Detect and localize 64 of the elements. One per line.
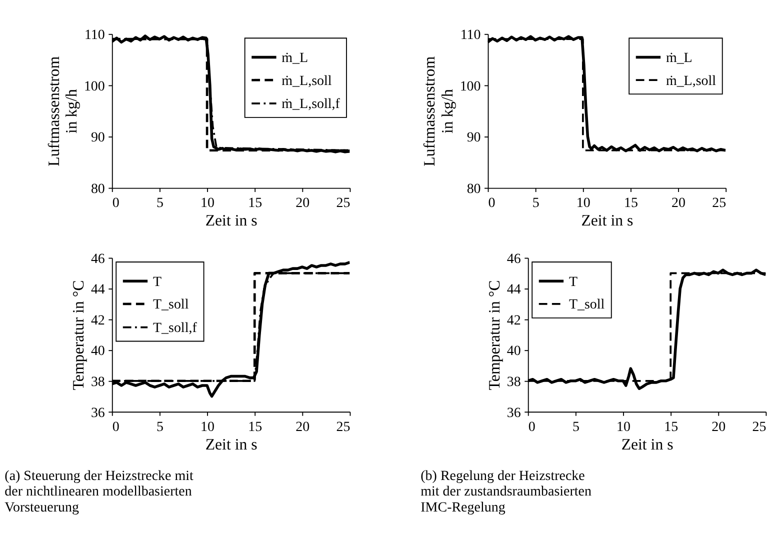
x-tick-label: 20: [296, 196, 310, 211]
x-tick-label: 15: [624, 196, 638, 211]
x-tick-label: 25: [752, 420, 766, 435]
legend-label: T_soll: [568, 298, 605, 313]
x-tick-label: 25: [336, 420, 350, 435]
x-tick-label: 10: [616, 420, 631, 435]
y-tick-label: 42: [90, 313, 105, 328]
y-axis-title: Temperatur in °C: [70, 280, 88, 390]
x-axis-title: Zeit in s: [581, 212, 634, 230]
x-axis-title: Zeit in s: [205, 436, 258, 454]
x-tick-label: 5: [532, 196, 540, 211]
y-tick-label: 38: [90, 375, 105, 390]
y-tick-label: 110: [460, 28, 481, 44]
y-tick-label: 100: [84, 79, 105, 94]
x-tick-label: 0: [112, 196, 120, 211]
legend-label: T_soll,f: [152, 320, 198, 336]
x-tick-label: 15: [248, 196, 262, 211]
x-tick-label: 5: [156, 196, 164, 211]
y-tick-label: 42: [506, 313, 521, 328]
legend-label: ṁ_L,soll: [282, 74, 332, 89]
x-tick-label: 20: [672, 196, 686, 211]
y-tick-label: 46: [90, 252, 105, 267]
x-axis-title: Zeit in s: [205, 212, 258, 230]
y-tick-label: 100: [460, 79, 481, 94]
legend-label: ṁ_L: [282, 50, 308, 66]
y-tick-label: 80: [90, 182, 105, 197]
y-tick-label: 38: [506, 375, 521, 390]
x-tick-label: 25: [336, 196, 350, 211]
x-tick-label: 10: [200, 196, 215, 211]
x-tick-label: 15: [664, 420, 678, 435]
legend-label: ṁ_L,soll: [666, 74, 716, 89]
y-tick-label: 44: [90, 282, 105, 298]
y-tick-label: 90: [90, 130, 105, 146]
legend-label: T: [568, 274, 578, 290]
y-axis-title: Luftmassenstrom in kg/h: [422, 56, 456, 166]
y-tick-label: 40: [506, 344, 521, 360]
y-axis-title: Luftmassenstrom in kg/h: [46, 56, 80, 166]
y-axis-title: Temperatur in °C: [486, 280, 504, 390]
x-tick-label: 5: [572, 420, 580, 435]
x-tick-label: 15: [248, 420, 262, 435]
legend-label: ṁ_L,soll,f: [282, 97, 340, 112]
x-tick-label: 10: [576, 196, 590, 211]
x-tick-label: 5: [156, 420, 164, 435]
legend-label: T: [152, 274, 162, 290]
x-tick-label: 0: [488, 196, 496, 211]
x-tick-label: 0: [112, 420, 120, 435]
legend-label: ṁ_L: [666, 50, 692, 66]
y-tick-label: 90: [466, 130, 481, 146]
x-tick-label: 20: [712, 420, 726, 435]
y-tick-label: 36: [506, 406, 521, 421]
y-tick-label: 46: [506, 252, 521, 267]
x-axis-title: Zeit in s: [621, 436, 674, 454]
y-tick-label: 40: [90, 344, 105, 360]
x-tick-label: 20: [296, 420, 310, 435]
text: (b) Regelung der Heizstrecke mit der zustandsraumbasierten IMC-Regelung: [420, 468, 592, 516]
y-tick-label: 36: [90, 406, 105, 421]
x-tick-label: 0: [528, 420, 536, 435]
y-tick-label: 44: [506, 282, 521, 298]
legend-label: T_soll: [152, 298, 189, 313]
y-tick-label: 110: [84, 28, 105, 44]
text: (a) Steuerung der Heizstrecke mit der nichtlinearen modellbasierten Vorsteuerung: [4, 468, 194, 516]
x-tick-label: 25: [712, 196, 726, 211]
x-tick-label: 10: [200, 420, 215, 435]
y-tick-label: 80: [466, 182, 481, 197]
